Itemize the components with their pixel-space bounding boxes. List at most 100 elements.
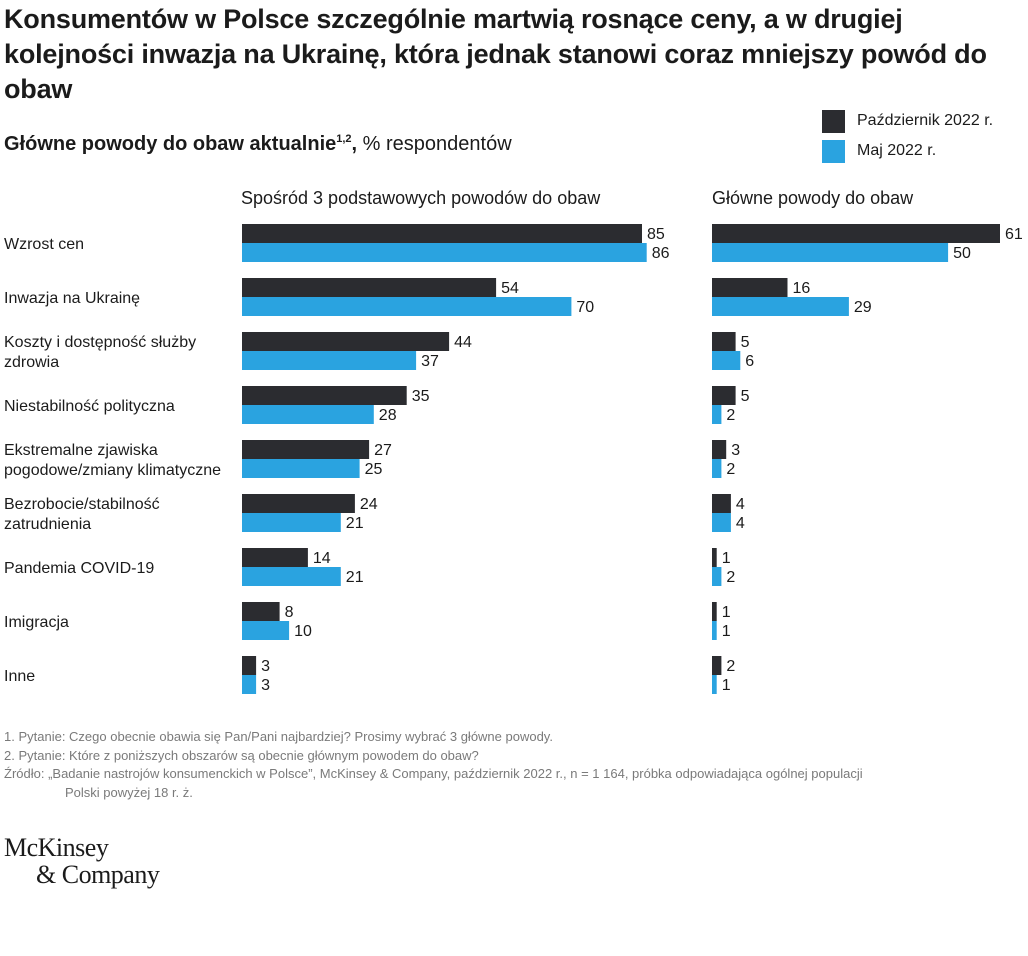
bar <box>242 332 450 351</box>
value-label: 24 <box>360 496 378 513</box>
category-label: Koszty i dostępność służby <box>4 334 196 351</box>
bar <box>242 459 360 478</box>
bar <box>712 548 717 567</box>
legend: Październik 2022 r. Maj 2022 r. <box>822 108 993 168</box>
bar <box>242 602 280 621</box>
subtitle-superscript: 1,2 <box>336 133 352 145</box>
bar <box>242 243 647 262</box>
panel-title-top3: Spośród 3 podstawowych powodów do obaw <box>241 188 601 208</box>
value-label: 1 <box>722 550 731 567</box>
bar <box>242 224 642 243</box>
footnote-1: 1. Pytanie: Czego obecnie obawia się Pan… <box>4 729 553 744</box>
value-label: 6 <box>745 353 754 370</box>
bar <box>242 675 257 694</box>
bar <box>712 513 731 532</box>
category-label: Pandemia COVID-19 <box>4 560 154 577</box>
value-label: 85 <box>647 226 665 243</box>
category-label: Bezrobocie/stabilność <box>4 496 160 513</box>
category-label: Niestabilność polityczna <box>4 398 175 415</box>
legend-item-may: Maj 2022 r. <box>822 138 993 164</box>
value-label: 4 <box>736 496 745 513</box>
value-label: 2 <box>726 407 735 424</box>
value-label: 3 <box>261 658 270 675</box>
bar <box>712 459 722 478</box>
legend-swatch-october <box>822 109 845 133</box>
bar <box>242 297 572 316</box>
bar <box>242 656 257 675</box>
legend-swatch-may <box>822 139 845 163</box>
logo-line-1: McKinsey <box>4 833 109 862</box>
category-label: Imigracja <box>4 614 69 631</box>
value-label: 44 <box>454 334 472 351</box>
legend-item-october: Październik 2022 r. <box>822 108 993 134</box>
bar <box>242 548 308 567</box>
bar <box>712 243 949 262</box>
value-label: 3 <box>261 677 270 694</box>
value-label: 1 <box>722 604 731 621</box>
value-label: 35 <box>412 388 430 405</box>
value-label: 28 <box>379 407 397 424</box>
value-label: 5 <box>741 334 750 351</box>
value-label: 70 <box>576 299 594 316</box>
logo-line-2: & Company <box>36 860 160 889</box>
category-label: pogodowe/zmiany klimatyczne <box>4 462 221 479</box>
bar <box>242 386 407 405</box>
value-label: 37 <box>421 353 439 370</box>
mckinsey-logo: McKinsey & Company <box>4 833 160 889</box>
bar <box>712 494 731 513</box>
bar <box>712 386 736 405</box>
value-label: 54 <box>501 280 519 297</box>
bar <box>242 513 341 532</box>
value-label: 29 <box>854 299 872 316</box>
bar <box>712 224 1000 243</box>
bar <box>712 602 717 621</box>
bar <box>242 567 341 586</box>
bar <box>242 494 355 513</box>
bar <box>712 656 722 675</box>
category-label: Wzrost cen <box>4 236 84 253</box>
category-label: Ekstremalne zjawiska <box>4 442 158 459</box>
bar <box>712 297 849 316</box>
value-label: 50 <box>953 245 971 262</box>
footnote-2: 2. Pytanie: Które z poniższych obszarów … <box>4 747 479 763</box>
bar <box>712 278 788 297</box>
bar <box>242 621 290 640</box>
subtitle-bold: Główne powody do obaw aktualnie <box>4 133 337 155</box>
value-label: 86 <box>652 245 670 262</box>
value-label: 2 <box>726 461 735 478</box>
footnote-source-cont: Polski powyżej 18 r. ż. <box>65 784 193 800</box>
value-label: 1 <box>722 677 731 694</box>
panel-title-main: Główne powody do obaw <box>712 188 914 208</box>
bar <box>712 675 717 694</box>
bar <box>712 621 717 640</box>
value-label: 14 <box>313 550 331 567</box>
bar <box>712 440 727 459</box>
legend-label-october: Październik 2022 r. <box>857 112 994 129</box>
footnote-source: Źródło: „Badanie nastrojów konsumenckich… <box>4 766 863 781</box>
chart-subtitle: Główne powody do obaw aktualnie1,2, % re… <box>4 133 512 156</box>
category-label: Inne <box>4 668 35 685</box>
bar <box>242 440 370 459</box>
bar <box>712 332 736 351</box>
value-label: 2 <box>726 658 735 675</box>
value-label: 61 <box>1005 226 1023 243</box>
bar <box>242 405 374 424</box>
subtitle-comma: , <box>351 133 358 155</box>
bar <box>712 567 722 586</box>
value-label: 3 <box>731 442 740 459</box>
value-label: 21 <box>346 515 364 532</box>
subtitle-unit: % respondentów <box>357 133 512 155</box>
bar <box>712 351 741 370</box>
value-label: 10 <box>294 623 312 640</box>
bar-chart: Wzrost cen Inwazja na Ukrainę Koszty i dos… <box>4 224 1023 694</box>
category-label: zdrowia <box>4 354 59 371</box>
bar <box>712 405 722 424</box>
chart-title: Konsumentów w Polsce szczególnie martwią… <box>4 4 987 104</box>
value-label: 1 <box>722 623 731 640</box>
bar <box>242 278 497 297</box>
value-label: 25 <box>365 461 383 478</box>
value-label: 2 <box>726 569 735 586</box>
legend-label-may: Maj 2022 r. <box>857 142 937 159</box>
category-label: zatrudnienia <box>4 516 91 533</box>
bar <box>242 351 417 370</box>
